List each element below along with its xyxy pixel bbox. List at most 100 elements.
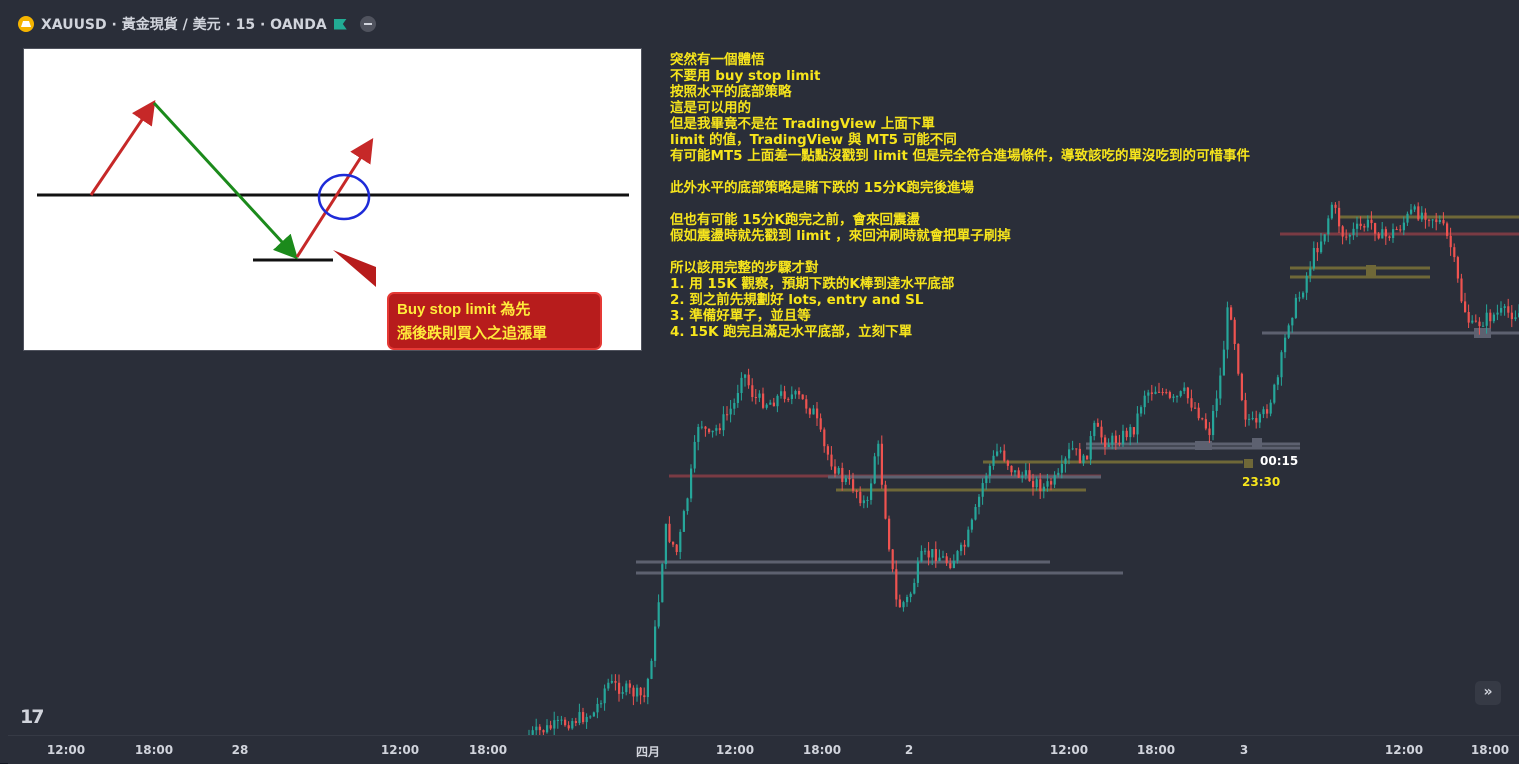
note-line: 2. 到之前先規劃好 lots, entry and SL: [670, 292, 1250, 308]
candle-body: [1417, 206, 1419, 219]
candle-body: [949, 563, 951, 568]
note-line: 1. 用 15K 觀察，預期下跌的K棒到達水平底部: [670, 276, 1250, 292]
candle-body: [1406, 214, 1408, 223]
time-axis-tick: 12:00: [716, 743, 754, 757]
candle-body: [906, 597, 908, 602]
double-chevron-right-icon: »: [1483, 684, 1492, 700]
candle-body: [625, 684, 627, 693]
note-line: 3. 準備好單子，並且等: [670, 308, 1250, 324]
chart-pane[interactable]: Buy stop limit 為先 漲後跌則買入之追漲單 突然有一個體悟不要用 …: [8, 8, 1519, 735]
candle-body: [1129, 427, 1131, 437]
candle-body: [560, 720, 562, 721]
time-axis-tick: 12:00: [381, 743, 419, 757]
candle-body: [773, 403, 775, 407]
candle-body: [1273, 385, 1275, 403]
scroll-to-realtime-button[interactable]: »: [1475, 681, 1501, 705]
candle-body: [654, 626, 656, 660]
time-axis-tick: 12:00: [1050, 743, 1088, 757]
candle-body: [852, 479, 854, 490]
candle-body: [856, 491, 858, 492]
candle-body: [1194, 408, 1196, 409]
candle-body: [910, 594, 912, 597]
candle-body: [1014, 470, 1016, 472]
candle-body: [1000, 451, 1002, 452]
candle-body: [1108, 445, 1110, 447]
candle-body: [1262, 409, 1264, 414]
candle-body: [1457, 257, 1459, 278]
candle-body: [1043, 487, 1045, 491]
candle-body: [751, 385, 753, 397]
candle-body: [1007, 461, 1009, 466]
candle-body: [1403, 223, 1405, 231]
candle-body: [1471, 321, 1473, 323]
candle-body: [1432, 219, 1434, 220]
candle-body: [1111, 436, 1113, 445]
candle-body: [1259, 414, 1261, 422]
candle-body: [1291, 318, 1293, 325]
candle-body: [1075, 448, 1077, 449]
candle-body: [643, 695, 645, 697]
candle-body: [827, 446, 829, 454]
green-arrow-down: [154, 103, 294, 255]
candle-body: [794, 391, 796, 394]
candle-body: [604, 688, 606, 703]
candle-body: [1446, 223, 1448, 235]
candle-body: [1514, 317, 1516, 319]
candle-body: [1511, 313, 1513, 319]
candle-body: [1424, 213, 1426, 220]
candle-body: [989, 466, 991, 476]
candle-body: [640, 688, 642, 696]
candle-body: [571, 721, 573, 728]
candle-body: [1151, 392, 1153, 393]
candle-body: [1266, 409, 1268, 413]
candle-body: [748, 375, 750, 386]
candle-body: [1356, 224, 1358, 229]
candle-body: [974, 507, 976, 520]
flag-icon[interactable]: [334, 19, 347, 30]
candle-body: [766, 405, 768, 408]
candle-body: [1039, 479, 1041, 491]
candle-body: [668, 524, 670, 542]
candle-body: [611, 681, 613, 683]
minus-icon[interactable]: [360, 16, 376, 32]
candle-body: [946, 556, 948, 563]
candle-body: [920, 551, 922, 562]
candle-body: [848, 478, 850, 479]
candle-body: [1018, 470, 1020, 477]
candle-body: [1216, 399, 1218, 411]
candle-body: [870, 483, 872, 500]
symbol-legend[interactable]: XAUUSD · 黃金現貨 / 美元 · 15 · OANDA: [18, 14, 376, 34]
candle-body: [1068, 449, 1070, 458]
note-line: 此外水平的底部策略是賭下跌的 15分K跑完後進場: [670, 180, 1250, 196]
candle-body: [719, 428, 721, 430]
candle-body: [1010, 466, 1012, 472]
candle-body: [1378, 234, 1380, 239]
candle-body: [971, 520, 973, 530]
candle-body: [690, 469, 692, 499]
time-axis-tick: 18:00: [1471, 743, 1509, 757]
candle-body: [787, 399, 789, 400]
candle-body: [938, 558, 940, 562]
candle-body: [1126, 431, 1128, 437]
candle-body: [992, 456, 994, 466]
candle-body: [1363, 226, 1365, 228]
candle-body: [956, 551, 958, 561]
candle-body: [1270, 403, 1272, 414]
candle-body: [1327, 218, 1329, 234]
candle-body: [1079, 449, 1081, 463]
candle-body: [1504, 306, 1506, 308]
candle-body: [899, 599, 901, 607]
candle-body: [1180, 391, 1182, 396]
candle-body: [1381, 229, 1383, 238]
note-line: 假如震盪時就先戳到 limit ，來回沖刷時就會把單子刷掉: [670, 228, 1250, 244]
tradingview-logo[interactable]: 17: [20, 706, 42, 728]
candle-body: [600, 703, 602, 704]
candle-body: [784, 391, 786, 399]
candle-body: [834, 466, 836, 473]
candle-body: [686, 498, 688, 511]
candle-body: [1478, 322, 1480, 326]
candle-body: [967, 530, 969, 547]
time-axis-tick: 3: [1240, 743, 1248, 757]
